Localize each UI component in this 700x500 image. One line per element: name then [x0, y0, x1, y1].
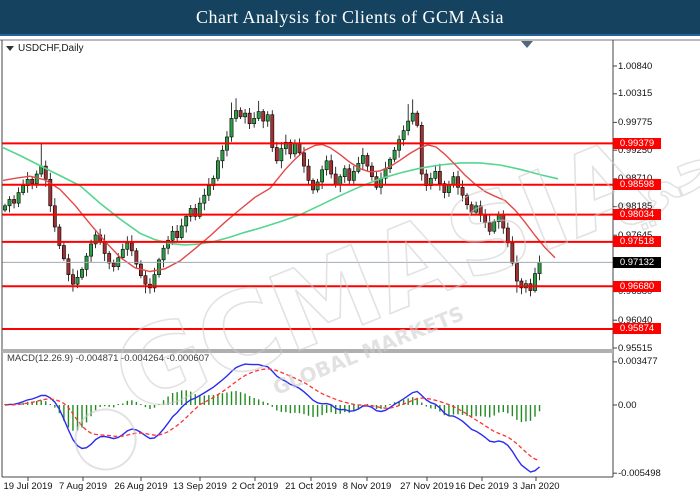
price-level-tag[interactable]: 0.98034	[613, 209, 661, 221]
date-axis-label: 7 Aug 2019	[58, 481, 108, 492]
price-axis-tick-label: 0.95515	[618, 342, 653, 354]
macd-histogram	[4, 390, 541, 431]
price-axis-tick-label: 0.97645	[618, 229, 653, 241]
date-axis-label: 19 Jul 2019	[3, 481, 53, 492]
panel-separator[interactable]	[2, 349, 613, 353]
price-level-tag[interactable]: 0.97518	[613, 236, 661, 248]
macd-main-line	[4, 363, 540, 473]
chevron-down-icon[interactable]	[6, 46, 14, 51]
symbol-label-text: USDCHF,Daily	[18, 43, 84, 54]
price-level-tag[interactable]: 0.95874	[613, 323, 661, 335]
date-axis-label: 2 Oct 2019	[231, 481, 279, 492]
price-axis-tick-label: 0.96040	[618, 314, 653, 326]
symbol-timeframe-label[interactable]: USDCHF,Daily	[6, 43, 84, 54]
date-axis-label: 8 Nov 2019	[342, 481, 392, 492]
price-axis-tick-label: 0.98185	[618, 201, 653, 213]
price-axis-tick-label: 0.98710	[618, 173, 652, 184]
current-price-tag: 0.97132	[613, 256, 661, 268]
arrow-down-marker	[521, 41, 533, 48]
price-level-tag[interactable]: 0.98598	[613, 179, 661, 191]
date-axis-label: 21 Oct 2019	[285, 481, 337, 492]
date-axis-label: 16 Dec 2019	[455, 481, 509, 492]
date-axis-label: 3 Jan 2020	[512, 481, 560, 492]
price-level-tag[interactable]: 0.96680	[613, 280, 661, 292]
price-axis-tick-label: 0.99250	[618, 144, 653, 156]
candles-group	[3, 98, 542, 297]
macd-axis-tick-label: 0.00	[618, 399, 637, 411]
price-axis-tick-label: 1.00315	[618, 88, 653, 100]
date-axis-label: 27 Nov 2019	[400, 481, 454, 492]
price-axis-tick-label: 1.00840	[618, 60, 653, 72]
date-axis-label: 13 Sep 2019	[173, 481, 227, 492]
macd-signal-line	[4, 368, 540, 462]
macd-axis-tick-label: 0.003477	[618, 356, 658, 368]
title-bar: Chart Analysis for Clients of GCM Asia	[0, 0, 700, 36]
ma-green-line	[2, 146, 559, 246]
price-level-tag[interactable]: 0.99379	[613, 137, 661, 149]
date-axis-label: 26 Aug 2019	[114, 481, 168, 492]
page-title: Chart Analysis for Clients of GCM Asia	[196, 6, 504, 27]
watermark-logo-circle	[74, 408, 137, 471]
macd-axis-tick-label: -0.005498	[618, 467, 661, 479]
macd-indicator-label: MACD(12.26.9) -0.004871 -0.004264 -0.000…	[7, 353, 210, 364]
price-axis-tick-label: 0.99775	[618, 116, 653, 128]
